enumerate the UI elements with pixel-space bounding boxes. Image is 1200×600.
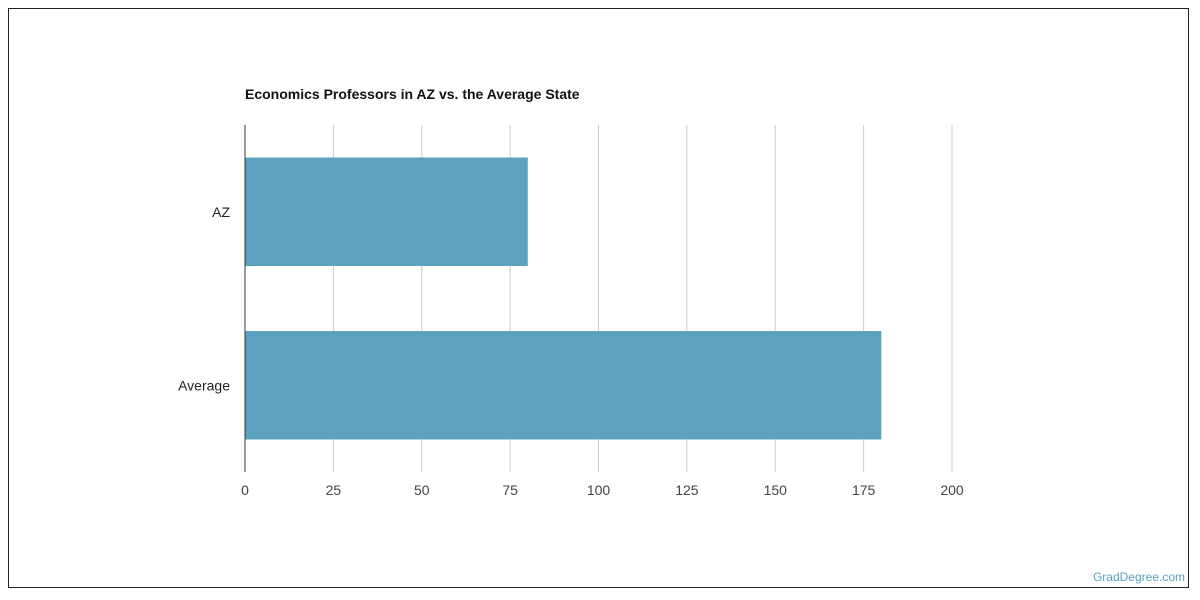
category-label: Average: [178, 377, 230, 393]
bars: [245, 157, 882, 440]
x-tick-label: 75: [502, 482, 518, 498]
x-tick-label: 0: [241, 482, 249, 498]
bar-az: [245, 157, 528, 266]
x-tick-label: 175: [852, 482, 876, 498]
x-tick-label: 150: [764, 482, 788, 498]
x-tick-label: 25: [326, 482, 342, 498]
x-tick-label: 125: [675, 482, 699, 498]
bar-average: [245, 331, 882, 440]
x-tick-label: 50: [414, 482, 430, 498]
site-credit[interactable]: GradDegree.com: [1092, 570, 1185, 584]
x-tick-label: 100: [587, 482, 611, 498]
x-tick-label: 200: [940, 482, 964, 498]
category-label: AZ: [212, 204, 230, 220]
chart-title: Economics Professors in AZ vs. the Avera…: [245, 86, 580, 102]
labels: 0 25 50 75 100 125 150 175 200 AZ Average: [178, 204, 964, 498]
